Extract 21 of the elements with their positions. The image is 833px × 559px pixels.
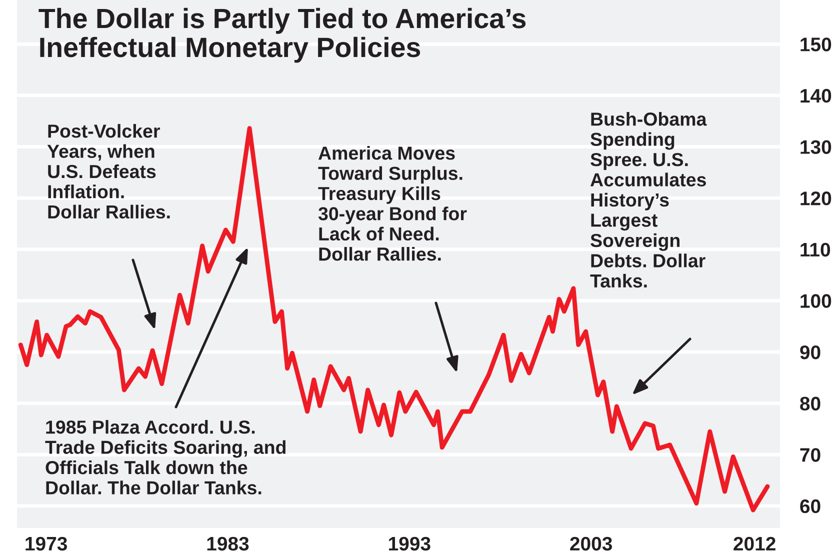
text: The Dollar is Partly Tied to America’s Ineffectual Monetary Policies	[38, 8, 526, 63]
y-tick-label: 110	[800, 242, 830, 257]
y-tick-label: 70	[800, 448, 820, 462]
annotation: America Moves Toward Surplus. Treasury Kills 30-year Bond for Lack of Need. Dollar Rallies.	[318, 146, 467, 261]
text: Bush-Obama Spending Spree. U.S. Accumulates History’s Largest Sovereign Debts. Dollar Tanks.	[590, 112, 707, 288]
x-tick-label: 1993	[389, 536, 430, 551]
x-tick-label: 2003	[570, 536, 612, 551]
line-series	[18, 126, 770, 512]
y-tick-label: 140	[800, 88, 832, 103]
annotation: 1985 Plaza Accord. U.S. Trade Deficits Soaring, and Officials Talk down the Dollar. The Dollar Tanks.	[45, 420, 286, 494]
y-tick-label: 100	[800, 294, 832, 308]
y-tick-label: 130	[800, 140, 832, 154]
y-tick-label: 90	[800, 345, 820, 360]
y-tick-label: 60	[800, 499, 820, 514]
x-tick-label: 1983	[207, 536, 249, 551]
x-tick-label: 2012	[734, 536, 776, 551]
y-tick-label: 150	[800, 38, 832, 52]
x-tick-label: 1973	[26, 536, 67, 551]
y-tick-label: 120	[800, 192, 832, 206]
y-tick-label: 80	[800, 396, 820, 411]
annotation: Post-Volcker Years, when U.S. Defeats Inflation. Dollar Rallies.	[47, 124, 170, 219]
